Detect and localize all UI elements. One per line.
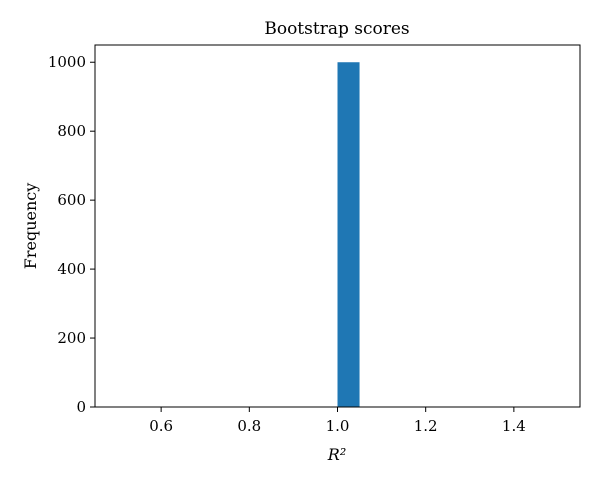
y-tick-label: 600 — [57, 191, 86, 209]
x-axis-label: R² — [327, 445, 346, 464]
x-tick-label: 0.8 — [237, 417, 261, 435]
bars-layer — [337, 62, 360, 407]
y-tick-label: 200 — [57, 329, 86, 347]
y-tick-label: 800 — [57, 122, 86, 140]
x-tick-label: 0.6 — [149, 417, 173, 435]
x-tick-label: 1.2 — [414, 417, 438, 435]
y-axis-ticks: 0 200 400 600 800 1000 — [48, 53, 95, 416]
x-tick-label: 1.0 — [326, 417, 350, 435]
y-axis-label: Frequency — [21, 183, 40, 270]
histogram-bar — [337, 62, 360, 407]
chart-title: Bootstrap scores — [264, 19, 409, 39]
y-tick-label: 400 — [57, 260, 86, 278]
y-tick-label: 0 — [76, 398, 86, 416]
x-axis-ticks: 0.6 0.8 1.0 1.2 1.4 — [149, 407, 526, 435]
x-tick-label: 1.4 — [502, 417, 526, 435]
y-tick-label: 1000 — [48, 53, 86, 71]
